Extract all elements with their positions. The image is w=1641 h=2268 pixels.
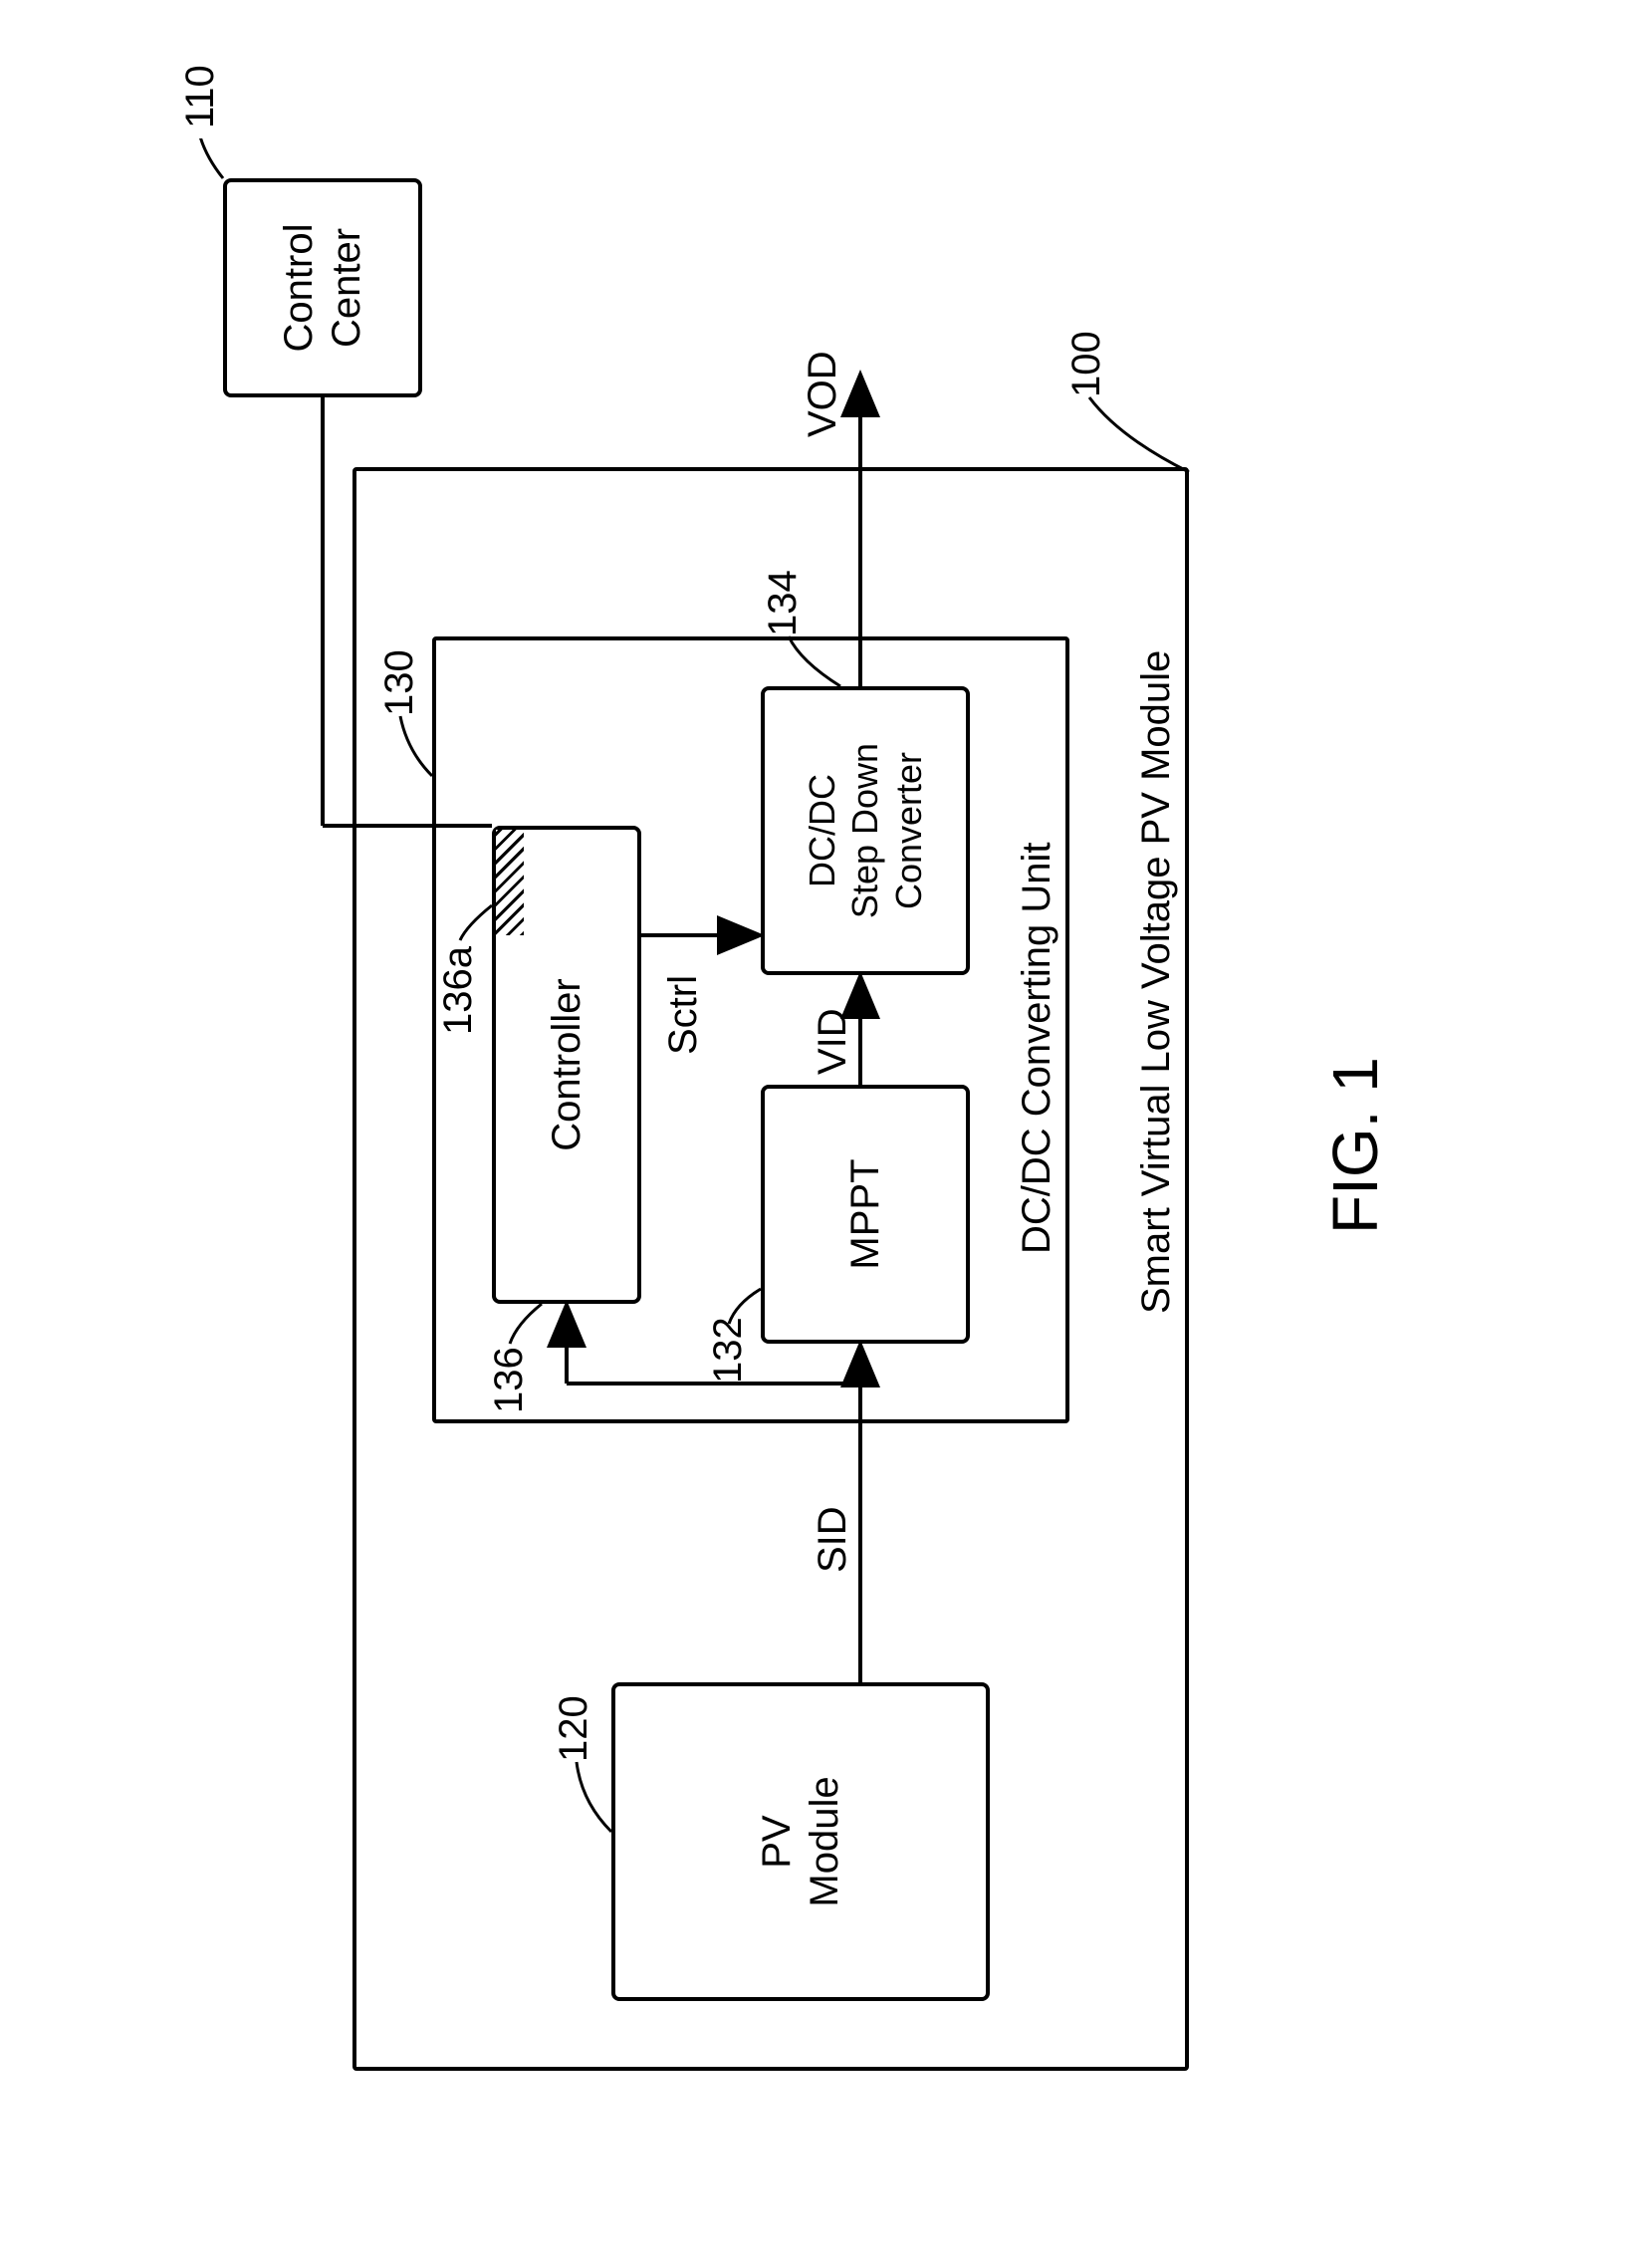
ref-136: 136 xyxy=(487,1347,532,1413)
block-diagram: Smart Virtual Low Voltage PV Module PV M… xyxy=(123,138,1518,2131)
signal-sid: SID xyxy=(811,1506,855,1573)
pv-module-box: PV Module xyxy=(611,1682,990,2001)
signal-sctrl: Sctrl xyxy=(661,975,706,1055)
mppt-label: MPPT xyxy=(841,1158,889,1269)
control-center-label: Control Center xyxy=(275,223,370,352)
signal-vid: VID xyxy=(811,1008,855,1075)
ref-130: 130 xyxy=(377,649,422,716)
ref-120: 120 xyxy=(552,1695,596,1762)
stepdown-box: DC/DC Step Down Converter xyxy=(761,686,970,975)
mppt-box: MPPT xyxy=(761,1085,970,1344)
signal-vod: VOD xyxy=(801,351,845,437)
ref-100: 100 xyxy=(1064,331,1109,397)
control-center-box: Control Center xyxy=(223,178,422,397)
figure-label: FIG. 1 xyxy=(1318,1057,1392,1234)
ref-134: 134 xyxy=(761,570,806,636)
ref-110: 110 xyxy=(178,65,223,128)
outer-module-label: Smart Virtual Low Voltage PV Module xyxy=(1134,649,1179,1313)
ref-132: 132 xyxy=(706,1317,751,1384)
stepdown-label: DC/DC Step Down Converter xyxy=(801,742,930,917)
dc-unit-label: DC/DC Converting Unit xyxy=(1015,842,1059,1253)
controller-comm-interface xyxy=(496,830,524,935)
pv-module-label: PV Module xyxy=(753,1776,848,1906)
controller-label: Controller xyxy=(543,978,590,1150)
ref-136a: 136a xyxy=(436,946,481,1035)
